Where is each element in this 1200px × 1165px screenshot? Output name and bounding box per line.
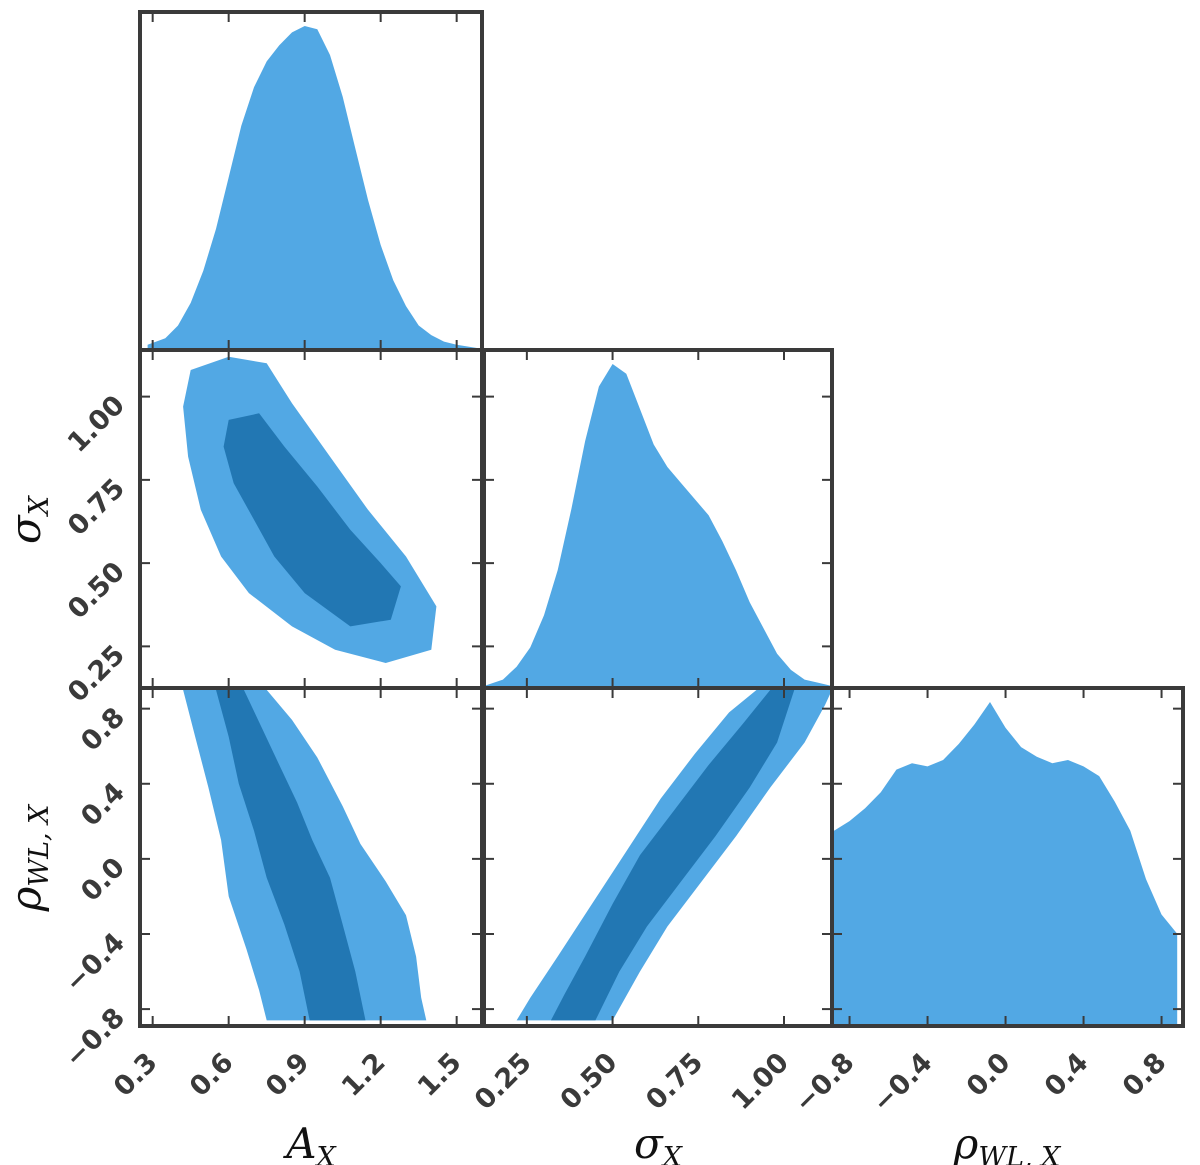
x-tick-label-R: 0.4 bbox=[1039, 1047, 1095, 1103]
axis-label-R: ρWL, X bbox=[953, 1119, 1063, 1165]
x-tick-label-R: 0.8 bbox=[1117, 1047, 1173, 1103]
y-tick-label-R: 0.0 bbox=[75, 852, 131, 908]
x-tick-label-S: 0.25 bbox=[469, 1047, 538, 1116]
x-tick-label-S: 0.75 bbox=[640, 1047, 709, 1116]
y-tick-label-R: −0.8 bbox=[59, 1002, 131, 1074]
x-tick-label-A: 0.3 bbox=[108, 1047, 164, 1103]
panel-frame-R-R bbox=[830, 686, 1185, 1028]
x-tick-label-A: 0.6 bbox=[184, 1047, 240, 1103]
y-tick-label-R: −0.4 bbox=[59, 927, 131, 999]
x-tick-label-S: 1.00 bbox=[726, 1047, 795, 1116]
x-tick-label-R: 0.0 bbox=[961, 1047, 1017, 1103]
y-tick-label-R: 0.8 bbox=[75, 702, 131, 758]
y-tick-label-S: 0.50 bbox=[62, 556, 131, 625]
contour-S-A-inner bbox=[223, 413, 401, 627]
axis-label-S: σX bbox=[1, 494, 55, 544]
y-tick-label-R: 0.4 bbox=[75, 777, 131, 833]
axis-label-A: AX bbox=[282, 1119, 337, 1165]
x-tick-label-R: −0.4 bbox=[867, 1047, 939, 1119]
y-tick-label-S: 0.25 bbox=[62, 639, 131, 708]
y-tick-label-S: 0.75 bbox=[62, 473, 131, 542]
marginal-A-density bbox=[147, 26, 477, 348]
marginal-R-density bbox=[834, 702, 1178, 1024]
marginal-S-density bbox=[484, 364, 832, 686]
axis-label-R: ρWL, X bbox=[1, 803, 55, 913]
contour-R-A-inner bbox=[216, 689, 366, 1021]
x-tick-label-S: 0.50 bbox=[554, 1047, 623, 1116]
x-tick-label-A: 1.5 bbox=[412, 1047, 468, 1103]
x-tick-label-A: 0.9 bbox=[260, 1047, 316, 1103]
x-tick-label-R: −0.8 bbox=[789, 1047, 861, 1119]
y-tick-label-S: 1.00 bbox=[62, 390, 131, 459]
axis-label-S: σX bbox=[634, 1119, 684, 1165]
contour-R-S-inner bbox=[550, 689, 795, 1021]
x-tick-label-A: 1.2 bbox=[336, 1047, 392, 1103]
